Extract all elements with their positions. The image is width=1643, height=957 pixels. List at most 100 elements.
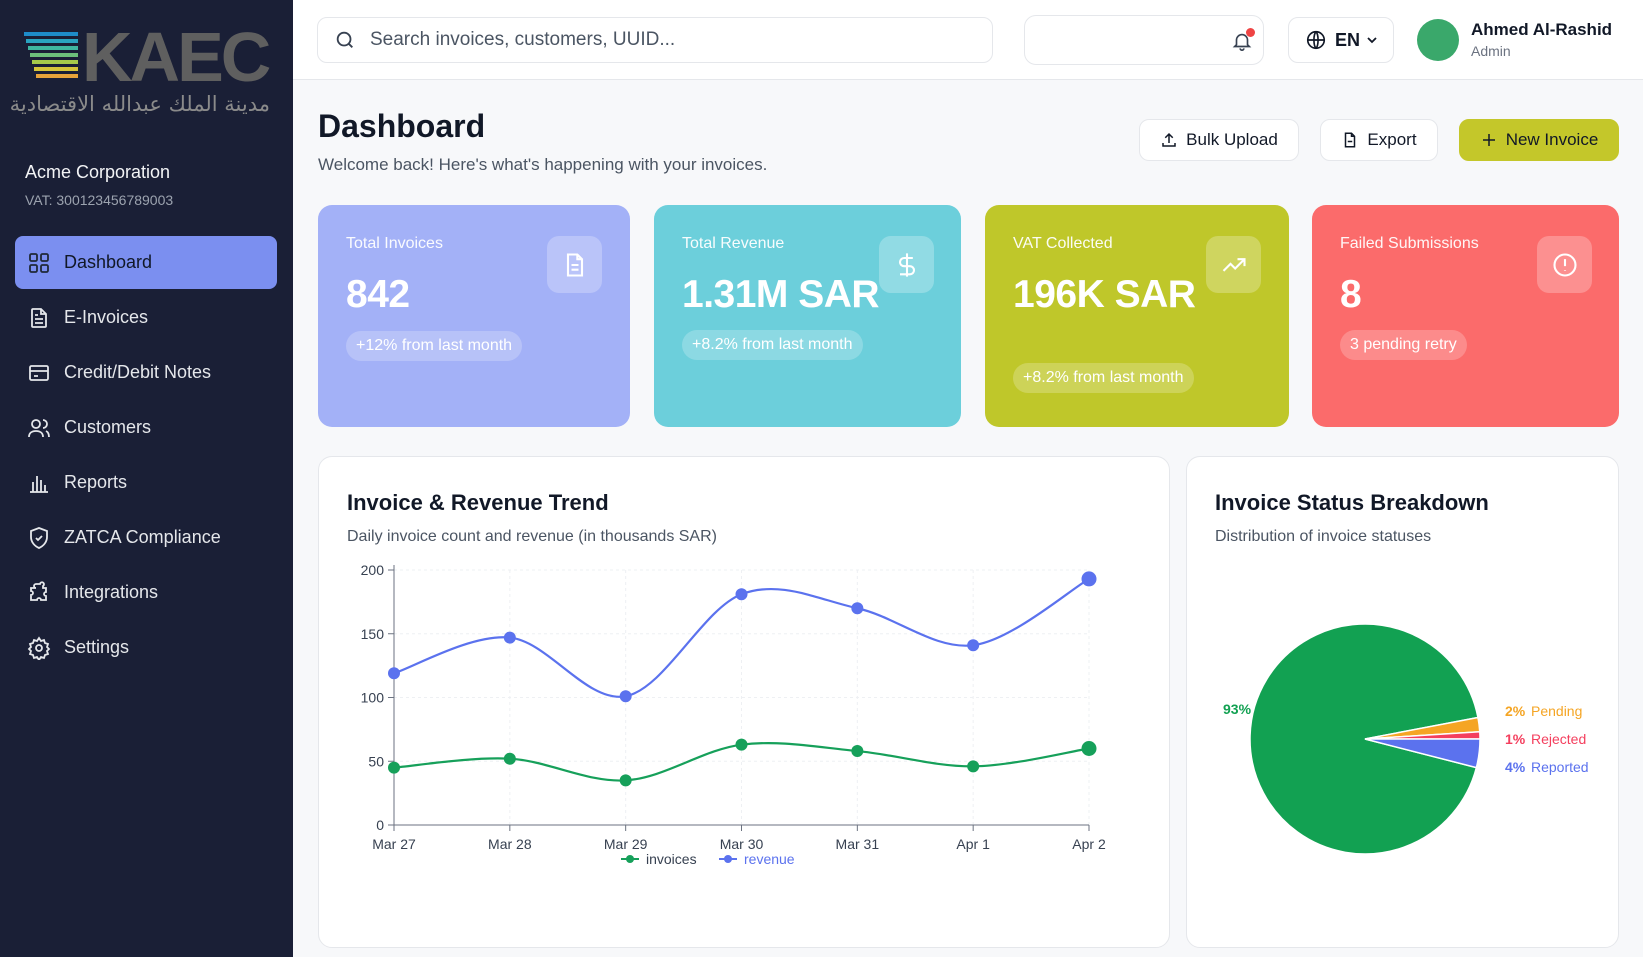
legend-label: revenue (744, 851, 795, 867)
language-selector[interactable]: EN (1288, 17, 1394, 63)
invoices-point (735, 738, 748, 751)
status-panel: Invoice Status Breakdown Distribution of… (1186, 456, 1619, 948)
revenue-point (388, 667, 400, 680)
alert-icon (1537, 236, 1592, 293)
sidebar-item-reports[interactable]: Reports (15, 456, 277, 509)
invoices-point (1081, 741, 1097, 756)
x-tick-label: Mar 28 (488, 836, 532, 852)
failed-submissions-card[interactable]: Failed Submissions 8 3 pending retry (1312, 205, 1619, 427)
revenue-point (619, 690, 632, 703)
logo-stripe (28, 46, 78, 50)
revenue-point (967, 639, 980, 652)
trend-panel: Invoice & Revenue Trend Daily invoice co… (318, 456, 1170, 948)
pie-slice-reported (1364, 738, 1481, 769)
x-tick-label: Mar 31 (836, 836, 880, 852)
bulk-upload-button[interactable]: Bulk Upload (1139, 119, 1299, 161)
logo-stripes-icon (24, 32, 78, 86)
sidebar-item-credit-debit-notes[interactable]: Credit/Debit Notes (15, 346, 277, 399)
x-tick-label: Apr 1 (956, 836, 990, 852)
card-value: 196K SAR (1013, 273, 1196, 316)
sidebar-item-settings[interactable]: Settings (15, 621, 277, 674)
plus-icon (1482, 134, 1495, 146)
bar-chart-icon (30, 475, 48, 493)
sidebar-item-label: Reports (64, 472, 128, 492)
line-chart[interactable]: 0 50 100 150 200 Mar 27 Mar 28 Mar 29 Mar 30 Mar … (319, 457, 1171, 949)
company-vat: VAT: 300123456789003 (25, 192, 174, 208)
sidebar-item-label: ZATCA Compliance (64, 527, 221, 547)
logo-text: KAEC (82, 18, 271, 96)
y-tick-label: 100 (361, 690, 385, 706)
x-tick-label: Mar 27 (372, 836, 416, 852)
file-icon (547, 236, 602, 293)
card-badge: 3 pending retry (1340, 330, 1467, 360)
card-label: Total Revenue (682, 235, 785, 252)
y-tick-label: 50 (368, 753, 384, 769)
sidebar-item-label: Customers (64, 417, 152, 437)
legend-marker (626, 855, 634, 863)
bulk-upload-label: Bulk Upload (1186, 130, 1278, 149)
bell-icon (1232, 33, 1252, 51)
card-badge: +8.2% from last month (682, 330, 863, 360)
card-value: 1.31M SAR (682, 273, 880, 316)
chevron-down-icon (1367, 37, 1377, 44)
status-title: Invoice Status Breakdown (1215, 490, 1489, 515)
logo-stripe (32, 60, 78, 64)
search-box[interactable] (317, 17, 993, 63)
pie-label-rejected: 1% (1505, 731, 1526, 747)
status-subtitle: Distribution of invoice statuses (1215, 528, 1432, 545)
pie-legend-pending: Pending (1531, 703, 1582, 719)
sidebar-item-label: E-Invoices (64, 307, 149, 327)
file-export-icon (1345, 132, 1356, 148)
notification-dot (1246, 28, 1255, 37)
search-icon (336, 31, 353, 48)
avatar[interactable] (1417, 19, 1459, 61)
invoices-point (388, 761, 400, 774)
kaec-logo[interactable]: KAEC مدينة الملك عبدالله الاقتصادية (9, 22, 272, 120)
globe-icon (1306, 30, 1326, 50)
card-icon (29, 364, 49, 381)
new-invoice-button[interactable]: New Invoice (1459, 119, 1619, 161)
dollar-icon (879, 236, 934, 293)
sidebar-item-label: Credit/Debit Notes (64, 362, 212, 382)
document-icon (31, 307, 47, 328)
total-revenue-card[interactable]: Total Revenue 1.31M SAR +8.2% from last … (654, 205, 961, 427)
pie-label-pending: 2% (1505, 703, 1526, 719)
sidebar: KAEC مدينة الملك عبدالله الاقتصادية Acme… (0, 0, 293, 957)
user-role: Admin (1471, 43, 1511, 59)
card-badge: +8.2% from last month (1013, 363, 1194, 393)
sidebar-item-integrations[interactable]: Integrations (15, 566, 277, 619)
sidebar-item-dashboard[interactable]: Dashboard (15, 236, 277, 289)
y-tick-label: 0 (376, 817, 384, 833)
notification-button[interactable] (1024, 15, 1264, 65)
pie-legend-reported: Reported (1531, 759, 1589, 775)
x-tick-label: Mar 29 (604, 836, 648, 852)
card-value: 8 (1340, 273, 1362, 316)
sidebar-item-customers[interactable]: Customers (15, 401, 277, 454)
puzzle-icon (30, 580, 47, 601)
users-icon (28, 418, 50, 437)
y-tick-label: 150 (361, 626, 385, 642)
vat-collected-card[interactable]: VAT Collected 196K SAR +8.2% from last m… (985, 205, 1289, 427)
user-menu[interactable]: Ahmed Al-Rashid Admin (1471, 20, 1612, 59)
logo-arabic-text: مدينة الملك عبدالله الاقتصادية (9, 92, 270, 116)
upload-icon (1162, 132, 1176, 147)
company-name: Acme Corporation (25, 162, 171, 182)
legend-marker (724, 855, 732, 863)
sidebar-item-label: Dashboard (64, 252, 153, 272)
sidebar-item-e-invoices[interactable]: E-Invoices (15, 291, 277, 344)
sidebar-nav: Dashboard E-Invoices Credit/Debit Notes … (15, 236, 277, 676)
language-label: EN (1335, 29, 1361, 50)
total-invoices-card[interactable]: Total Invoices 842 +12% from last month (318, 205, 630, 427)
pie-slice-approved (1249, 623, 1479, 855)
company-info: Acme Corporation VAT: 300123456789003 (25, 162, 173, 208)
grid-icon (29, 252, 49, 273)
logo-stripe (24, 32, 78, 36)
user-name: Ahmed Al-Rashid (1471, 20, 1613, 39)
invoices-point (851, 745, 864, 758)
sidebar-item-zatca-compliance[interactable]: ZATCA Compliance (15, 511, 277, 564)
export-button[interactable]: Export (1320, 119, 1438, 161)
pie-chart[interactable]: 93% 2% Pending 1% Rejected 4% Reported (1187, 457, 1620, 949)
search-input[interactable] (370, 29, 970, 51)
top-bar: EN Ahmed Al-Rashid Admin (293, 0, 1643, 80)
card-badge: +12% from last month (346, 331, 523, 361)
